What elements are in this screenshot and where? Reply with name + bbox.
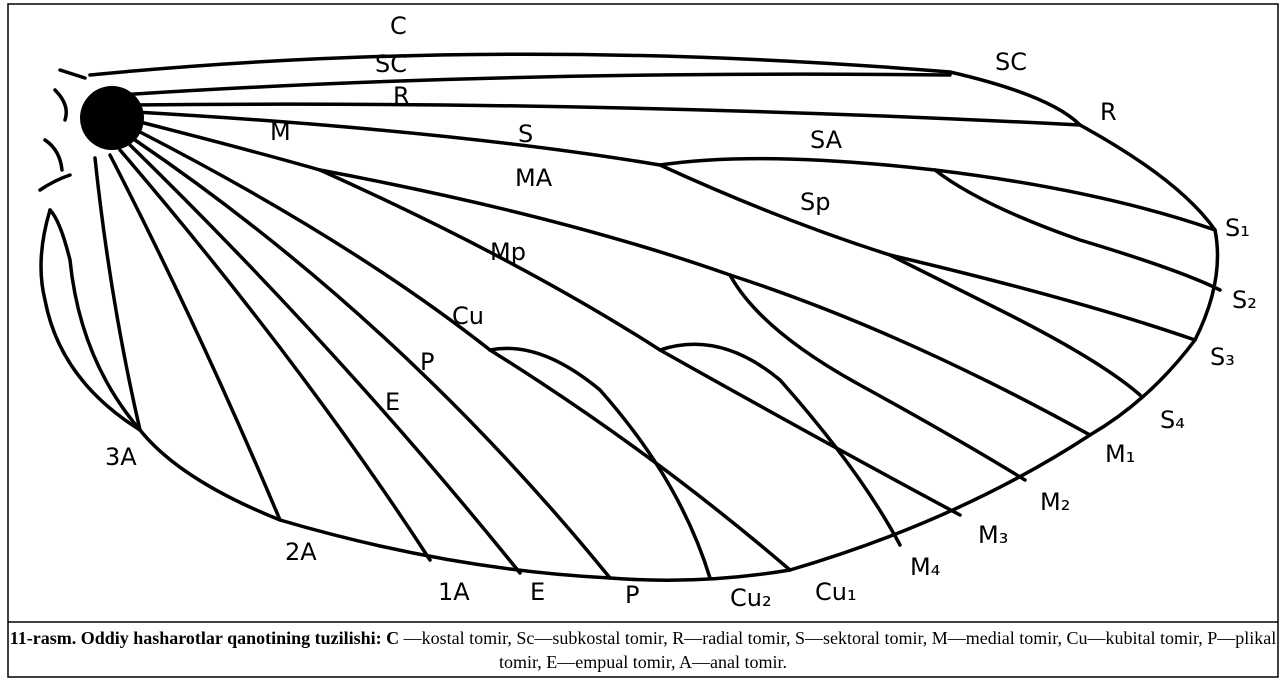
vein-label: E [385, 388, 400, 416]
vein-label: SC [375, 50, 407, 78]
vein-label: S₁ [1225, 214, 1250, 242]
vein-label: S₃ [1210, 343, 1235, 371]
caption: 11-rasm. Oddiy hasharotlar qanotining tu… [9, 626, 1277, 674]
vein-label: 3A [105, 443, 137, 471]
vein-label: C [390, 12, 407, 40]
vein-label: S [518, 120, 533, 148]
vein-label: M₄ [910, 553, 940, 581]
vein-label: P [420, 348, 434, 376]
vein-label: 2A [285, 538, 317, 566]
vein-label: M [270, 118, 291, 146]
vein-label: SC [995, 48, 1027, 76]
vein-label: M₃ [978, 521, 1008, 549]
frame [7, 3, 1279, 678]
vein-label: Sp [800, 188, 830, 216]
vein-label: R [393, 82, 410, 110]
caption-text: —kostal tomir, Sc—subkostal tomir, R—rad… [399, 628, 1277, 672]
vein-label: M₁ [1105, 440, 1135, 468]
wing [38, 52, 1222, 582]
vein-label: SA [810, 126, 843, 154]
vein-label: R [1100, 98, 1117, 126]
vein-label: S₄ [1160, 406, 1185, 434]
vein-label: P [625, 581, 639, 609]
caption-first: : C [375, 628, 400, 648]
vein-label: Cu₂ [730, 584, 772, 612]
vein-label: 1A [438, 578, 470, 606]
vein-label: Mp [490, 238, 526, 266]
vein-label: S₂ [1232, 286, 1257, 314]
caption-title: 11-rasm. Oddiy hasharotlar qanotining tu… [9, 628, 376, 648]
vein-label: Cu₁ [815, 578, 857, 606]
vein-label: E [530, 578, 545, 606]
vein-label: MA [515, 164, 553, 192]
vein-label: Cu [452, 302, 484, 330]
vein-label: M₂ [1040, 488, 1070, 516]
